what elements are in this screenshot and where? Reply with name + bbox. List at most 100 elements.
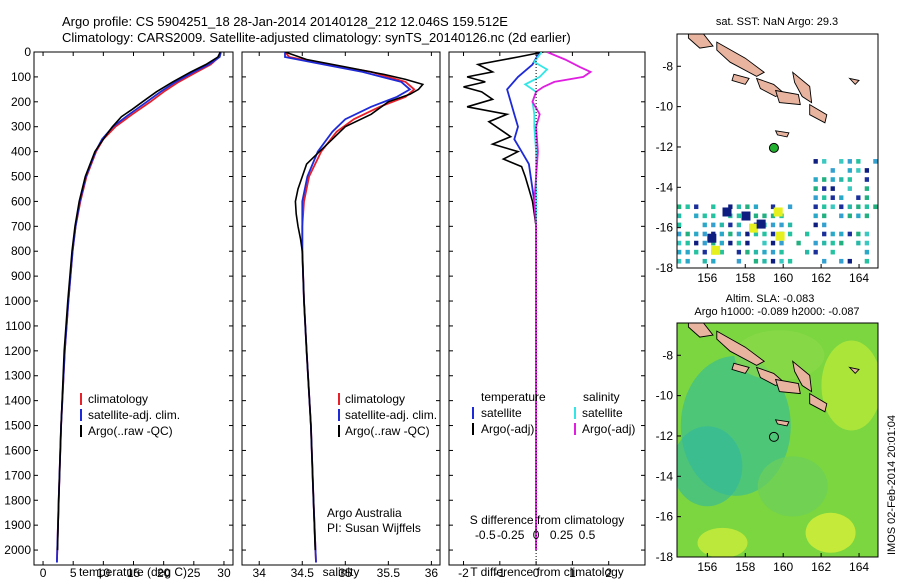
sst-cell <box>839 213 844 219</box>
legend-argo-2: Argo(..raw -QC) <box>345 424 430 438</box>
legend-climatology-2: climatology <box>345 392 405 406</box>
map-ytick-label: -10 <box>656 100 674 114</box>
island <box>792 71 813 104</box>
sst-cell <box>702 240 707 246</box>
sst-cell <box>711 240 716 246</box>
sst-cell <box>685 258 690 264</box>
sst-cell <box>779 249 784 255</box>
sst-cell <box>685 204 690 210</box>
sst-cell <box>736 231 742 237</box>
legend-climatology-1: climatology <box>88 392 148 406</box>
sst-cell <box>864 195 870 200</box>
sst-cell <box>711 222 716 228</box>
island <box>848 77 860 86</box>
sst-cell <box>728 231 733 237</box>
ytick-label: 1200 <box>4 344 31 358</box>
sst-cell <box>873 159 878 164</box>
sst-cell-cold <box>707 233 717 243</box>
sst-cell <box>770 213 776 219</box>
island <box>809 103 828 124</box>
sst-cell <box>856 213 861 219</box>
sst-cell <box>822 240 827 246</box>
ytick-label: 1000 <box>4 294 31 308</box>
annotation-argo-australia: Argo Australia <box>327 506 402 520</box>
map-xtick-label: 156 <box>697 271 717 285</box>
ytick-label: 200 <box>11 95 31 109</box>
map-ytick-label: -18 <box>656 550 674 564</box>
sst-cell <box>685 240 690 246</box>
ytick-label: 1500 <box>4 419 31 433</box>
island <box>731 73 750 85</box>
title-line-1: Argo profile: CS 5904251_18 28-Jan-2014 … <box>62 14 508 29</box>
xtick-label: 20 <box>157 566 171 580</box>
map-ytick-label: -14 <box>656 469 674 483</box>
sst-cell <box>830 186 835 191</box>
map-ytick-label: -8 <box>662 59 673 73</box>
sst-cell <box>677 258 682 264</box>
sst-cell <box>856 195 861 200</box>
difference-axes <box>448 51 646 566</box>
sst-cell <box>753 231 759 237</box>
sst-cell <box>847 258 852 264</box>
sst-cell <box>745 204 750 210</box>
sst-cell <box>677 249 682 255</box>
xtick-label: 35.5 <box>377 566 401 580</box>
sst-cell-cold <box>741 211 751 221</box>
sst-cell <box>787 222 793 228</box>
sst-cell <box>702 222 707 228</box>
map-xtick-label: 164 <box>849 560 869 574</box>
sst-cell <box>796 240 801 246</box>
sst-cell <box>813 222 818 228</box>
map-xtick-label: 164 <box>849 271 869 285</box>
sst-cell <box>779 222 784 228</box>
sst-cell-warm <box>749 223 759 233</box>
island <box>687 323 714 338</box>
island <box>687 34 714 49</box>
sst-cell <box>873 204 878 210</box>
xtick-label: 15 <box>127 566 141 580</box>
title-line-2: Climatology: CARS2009. Satellite-adjuste… <box>62 30 571 45</box>
ytick-label: 0 <box>24 45 31 59</box>
xtick-label: 10 <box>97 566 111 580</box>
sst-cell <box>864 213 870 219</box>
sla-field <box>805 512 856 553</box>
ytick-label: 1700 <box>4 468 31 482</box>
xtick-label: 2 <box>605 566 612 580</box>
sst-cell <box>702 231 707 237</box>
sst-cell <box>702 258 707 264</box>
sst-cell <box>770 222 776 228</box>
sst-cell <box>736 258 742 264</box>
sla-map-title: Altim. SLA: -0.083 <box>726 293 815 305</box>
sst-cell <box>830 240 835 246</box>
sst-cell <box>762 240 767 246</box>
island <box>792 360 813 393</box>
series-s-argo <box>531 52 593 551</box>
sst-cell <box>830 249 835 255</box>
map-xtick-label: 160 <box>773 271 793 285</box>
map-ytick-label: -14 <box>656 180 674 194</box>
map-xtick-label: 156 <box>697 560 717 574</box>
legend-s-satellite: satellite <box>582 406 623 420</box>
xtick-label: 0 <box>40 566 47 580</box>
island <box>774 378 801 395</box>
sst-cell-warm <box>773 207 783 217</box>
series-satellite <box>56 52 222 563</box>
sst-cell-cold <box>756 219 766 229</box>
sst-cell <box>685 249 690 255</box>
island <box>848 366 860 375</box>
s-tick-label: -0.25 <box>497 528 525 542</box>
sst-cell <box>728 240 733 246</box>
xtick-label: 1 <box>569 566 576 580</box>
island <box>731 362 750 374</box>
sst-map-title: sat. SST: NaN Argo: 29.3 <box>716 16 838 28</box>
argo-position-marker-sla <box>768 431 779 442</box>
sst-cell <box>677 222 682 228</box>
sst-cell <box>745 249 750 255</box>
sst-cell <box>839 177 844 182</box>
sst-cell <box>822 204 827 210</box>
map-ytick-label: -18 <box>656 261 674 275</box>
map-xtick-label: 160 <box>773 560 793 574</box>
difference-legend: temperature salinity satellite Argo(-adj… <box>472 390 635 436</box>
sst-cell <box>813 186 818 191</box>
sst-cell <box>864 168 870 173</box>
